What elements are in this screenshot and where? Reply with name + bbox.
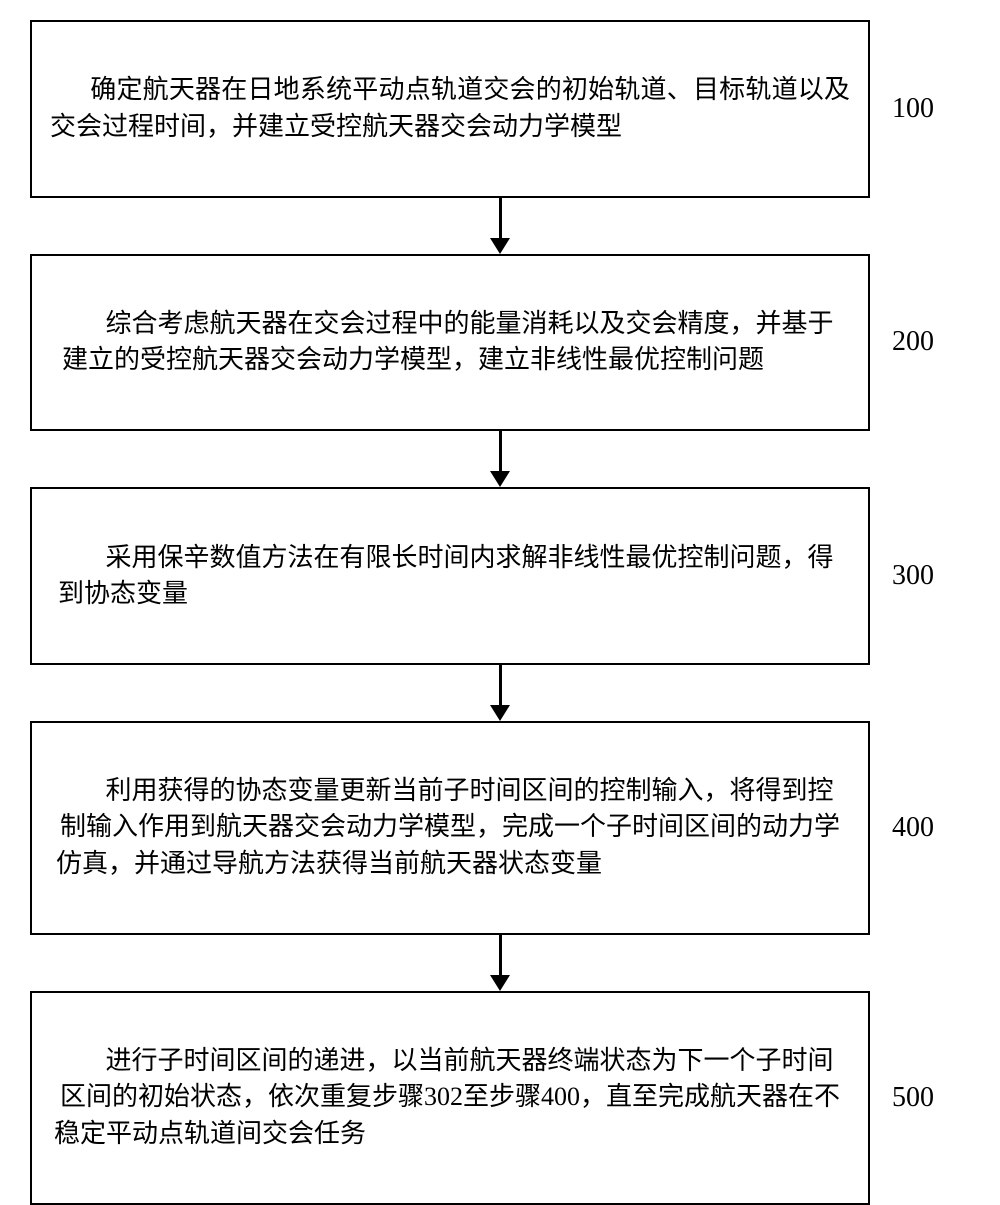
step-row-100: 确定航天器在日地系统平动点轨道交会的初始轨道、目标轨道以及交会过程时间，并建立受… [30, 20, 970, 198]
step-box-300: 采用保辛数值方法在有限长时间内求解非线性最优控制问题，得到协态变量 [30, 487, 870, 665]
arrow-down-icon [490, 238, 510, 254]
step-box-100: 确定航天器在日地系统平动点轨道交会的初始轨道、目标轨道以及交会过程时间，并建立受… [30, 20, 870, 198]
step-row-200: 综合考虑航天器在交会过程中的能量消耗以及交会精度，并基于建立的受控航天器交会动力… [30, 254, 970, 432]
connector-line [499, 665, 502, 705]
arrow-down-icon [490, 471, 510, 487]
step-row-300: 采用保辛数值方法在有限长时间内求解非线性最优控制问题，得到协态变量 300 [30, 487, 970, 665]
step-text: 综合考虑航天器在交会过程中的能量消耗以及交会精度，并基于建立的受控航天器交会动力… [62, 309, 834, 374]
step-label-100: 100 [892, 93, 934, 125]
connector-200-300 [80, 431, 920, 487]
connector-line [499, 935, 502, 975]
connector-400-500 [80, 935, 920, 991]
flowchart-container: 确定航天器在日地系统平动点轨道交会的初始轨道、目标轨道以及交会过程时间，并建立受… [30, 20, 970, 1205]
step-box-500: 进行子时间区间的递进，以当前航天器终端状态为下一个子时间区间的初始状态，依次重复… [30, 991, 870, 1205]
step-text: 采用保辛数值方法在有限长时间内求解非线性最优控制问题，得到协态变量 [58, 543, 834, 608]
arrow-down-icon [490, 705, 510, 721]
step-box-400: 利用获得的协态变量更新当前子时间区间的控制输入，将得到控制输入作用到航天器交会动… [30, 721, 870, 935]
arrow-down-icon [490, 975, 510, 991]
connector-line [499, 431, 502, 471]
step-row-400: 利用获得的协态变量更新当前子时间区间的控制输入，将得到控制输入作用到航天器交会动… [30, 721, 970, 935]
connector-300-400 [80, 665, 920, 721]
step-label-300: 300 [892, 560, 934, 592]
step-box-200: 综合考虑航天器在交会过程中的能量消耗以及交会精度，并基于建立的受控航天器交会动力… [30, 254, 870, 432]
step-label-200: 200 [892, 326, 934, 358]
connector-line [499, 198, 502, 238]
step-label-400: 400 [892, 812, 934, 844]
step-text: 确定航天器在日地系统平动点轨道交会的初始轨道、目标轨道以及交会过程时间，并建立受… [50, 75, 850, 140]
step-label-500: 500 [892, 1082, 934, 1114]
step-text: 进行子时间区间的递进，以当前航天器终端状态为下一个子时间区间的初始状态，依次重复… [54, 1046, 840, 1148]
connector-100-200 [80, 198, 920, 254]
step-row-500: 进行子时间区间的递进，以当前航天器终端状态为下一个子时间区间的初始状态，依次重复… [30, 991, 970, 1205]
step-text: 利用获得的协态变量更新当前子时间区间的控制输入，将得到控制输入作用到航天器交会动… [56, 776, 840, 878]
